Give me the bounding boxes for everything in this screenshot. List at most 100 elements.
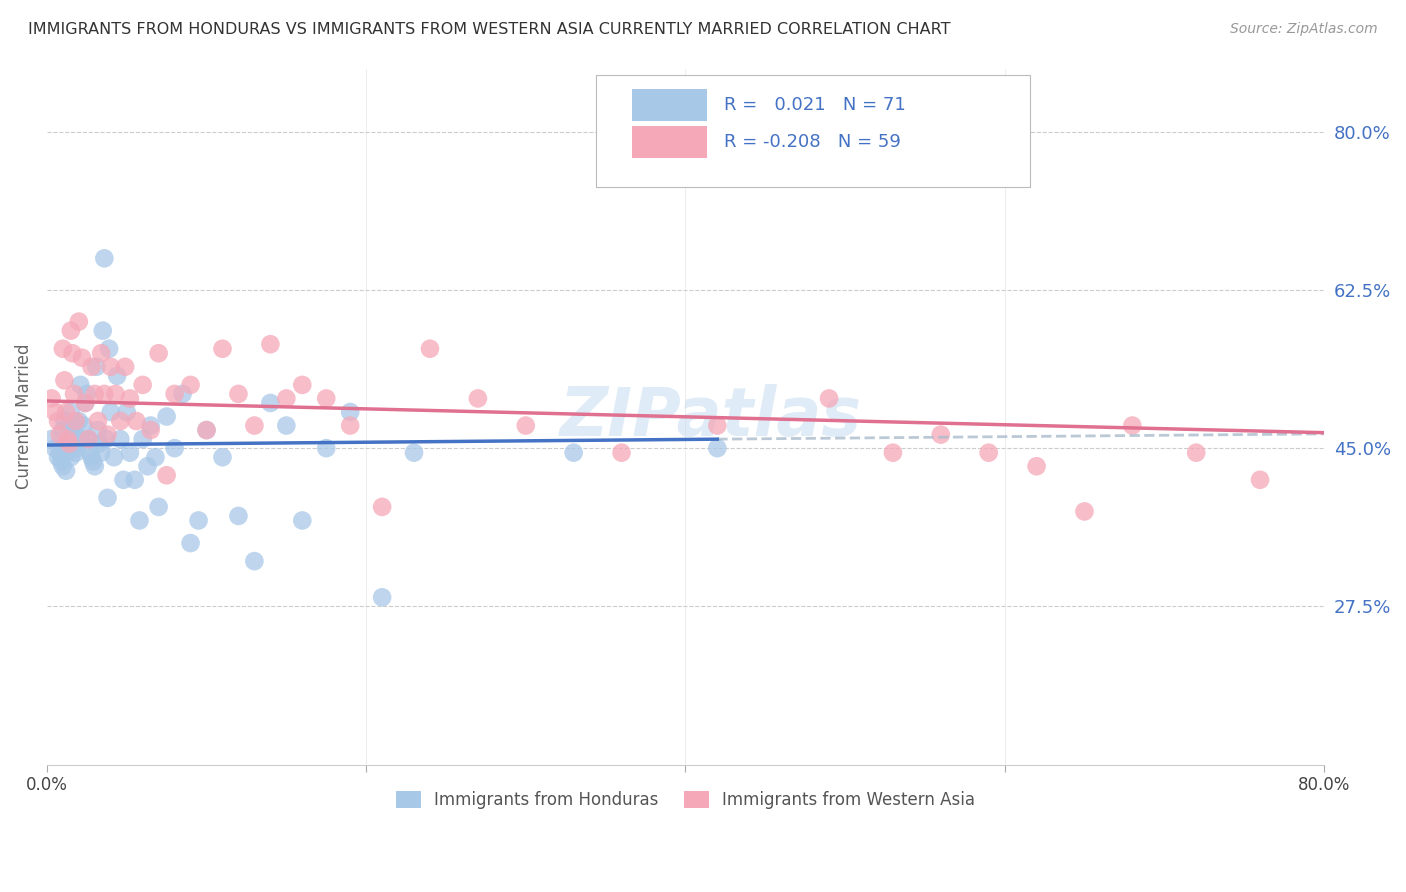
Point [977, 445, 1000, 459]
Point [80, 450, 103, 465]
Point [118, 445, 141, 459]
Point [56, 432, 79, 446]
Point [110, 414, 132, 428]
Point [131, 377, 153, 392]
Point [103, 450, 125, 465]
Point [402, 445, 425, 459]
Point [62, 418, 84, 433]
Point [100, 359, 122, 374]
Point [80, 359, 103, 374]
Point [59, 405, 82, 419]
Point [211, 342, 233, 356]
Point [1025, 459, 1047, 474]
Point [172, 387, 194, 401]
Point [180, 536, 202, 550]
Point [1073, 504, 1095, 518]
Point [187, 513, 209, 527]
Point [211, 450, 233, 465]
Point [41, 392, 63, 406]
Point [48, 445, 70, 459]
Point [52, 342, 75, 356]
Text: R =   0.021   N = 71: R = 0.021 N = 71 [724, 96, 905, 114]
Point [77, 432, 100, 446]
Point [63, 387, 86, 401]
Point [75, 396, 97, 410]
Point [145, 450, 167, 465]
Text: ZIPatlas: ZIPatlas [560, 384, 862, 450]
Y-axis label: Currently Married: Currently Married [15, 343, 32, 490]
Point [1185, 445, 1208, 459]
Point [259, 337, 281, 351]
Text: IMMIGRANTS FROM HONDURAS VS IMMIGRANTS FROM WESTERN ASIA CURRENTLY MARRIED CORRE: IMMIGRANTS FROM HONDURAS VS IMMIGRANTS F… [28, 22, 950, 37]
Point [180, 377, 202, 392]
Point [70, 432, 93, 446]
Point [929, 427, 952, 442]
Point [55, 405, 77, 419]
Point [243, 418, 266, 433]
Point [124, 473, 146, 487]
Point [65, 445, 87, 459]
Point [131, 432, 153, 446]
Point [96, 427, 118, 442]
Point [115, 405, 138, 419]
Point [315, 392, 337, 406]
Point [104, 387, 127, 401]
Point [52, 459, 75, 474]
Text: Source: ZipAtlas.com: Source: ZipAtlas.com [1230, 22, 1378, 37]
Point [48, 427, 70, 442]
Point [371, 500, 394, 514]
Point [276, 418, 298, 433]
Point [96, 491, 118, 505]
Point [371, 591, 394, 605]
Point [76, 387, 98, 401]
Point [44, 405, 66, 419]
Point [339, 418, 361, 433]
Point [139, 423, 162, 437]
Point [55, 445, 77, 459]
Point [105, 368, 128, 383]
Point [46, 450, 69, 465]
Point [339, 405, 361, 419]
Point [155, 468, 177, 483]
Point [155, 409, 177, 424]
Point [100, 405, 122, 419]
Point [94, 432, 117, 446]
Point [228, 387, 250, 401]
Point [163, 441, 186, 455]
Point [125, 414, 148, 428]
Point [63, 427, 86, 442]
Point [243, 554, 266, 568]
Point [69, 377, 91, 392]
Point [259, 396, 281, 410]
Point [82, 455, 104, 469]
Point [83, 459, 105, 474]
Point [1121, 418, 1143, 433]
Point [79, 445, 101, 459]
Text: R = -0.208   N = 59: R = -0.208 N = 59 [724, 133, 901, 151]
Point [53, 373, 76, 387]
Point [65, 436, 87, 450]
Point [882, 445, 904, 459]
Point [515, 418, 537, 433]
Point [128, 513, 150, 527]
Point [706, 418, 728, 433]
Point [818, 392, 841, 406]
FancyBboxPatch shape [631, 89, 707, 121]
Point [1249, 473, 1271, 487]
Point [46, 414, 69, 428]
Point [66, 441, 89, 455]
FancyBboxPatch shape [631, 126, 707, 158]
Point [89, 436, 111, 450]
Point [53, 414, 76, 428]
Point [56, 436, 79, 450]
Point [163, 387, 186, 401]
Point [70, 351, 93, 365]
Point [75, 396, 97, 410]
Point [90, 445, 112, 459]
Point [59, 324, 82, 338]
Point [114, 359, 136, 374]
Point [44, 441, 66, 455]
Point [315, 441, 337, 455]
Point [610, 445, 633, 459]
Point [148, 346, 170, 360]
